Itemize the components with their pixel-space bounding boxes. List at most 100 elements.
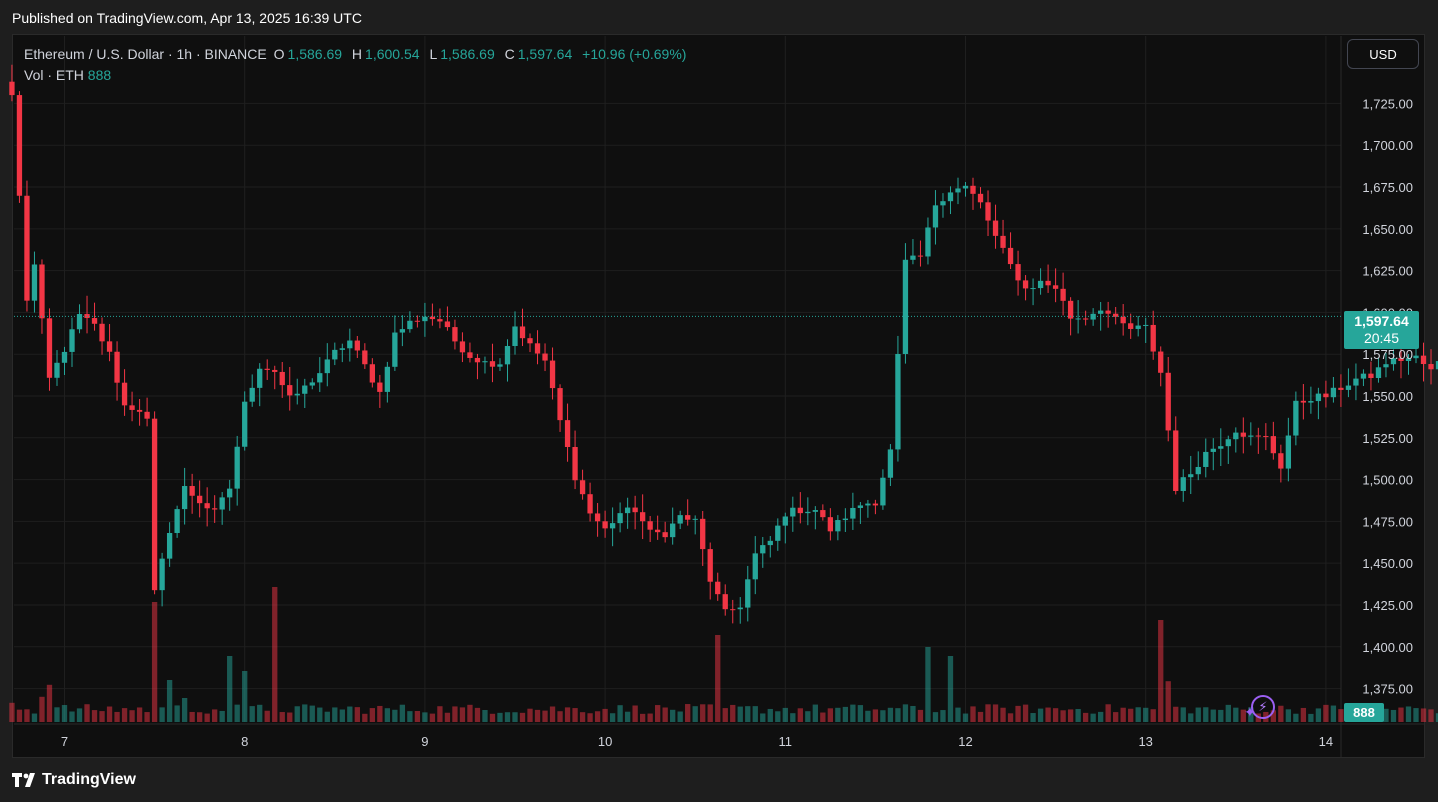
candle-body <box>572 446 578 481</box>
candle-body <box>685 515 691 520</box>
volume-bar <box>534 709 541 722</box>
lightning-icon[interactable]: ⚡ <box>1251 695 1275 719</box>
candle-body <box>932 205 939 228</box>
symbol-title[interactable]: Ethereum / U.S. Dollar · 1h · BINANCE <box>24 46 267 62</box>
volume-bar <box>887 707 894 722</box>
last-price-text: 1,597.64 <box>1354 313 1409 329</box>
candle-body <box>632 507 638 513</box>
volume-bar <box>692 706 698 722</box>
candle-body <box>422 316 428 322</box>
candle-body <box>722 594 728 610</box>
candle-body <box>902 259 909 354</box>
volume-bar <box>1413 708 1419 722</box>
candle-body <box>639 512 646 522</box>
change-value: +10.96 (+0.69%) <box>582 46 687 62</box>
candle-body <box>1383 364 1389 368</box>
candle-body <box>76 314 83 330</box>
volume-bar <box>272 587 278 722</box>
candle-body <box>812 510 818 512</box>
volume-bar <box>1188 713 1194 722</box>
high-value: 1,600.54 <box>365 46 420 62</box>
time-tick-label: 13 <box>1138 734 1152 749</box>
volume-bar <box>444 712 451 722</box>
candle-body <box>1405 358 1412 361</box>
volume-bar <box>617 705 623 722</box>
open-value: 1,586.69 <box>287 46 343 62</box>
candle-body <box>497 364 503 367</box>
price-tick-label: 1,725.00 <box>1362 96 1413 111</box>
candle-body <box>1413 355 1419 359</box>
candle-body <box>377 382 383 392</box>
candle-body <box>317 373 323 383</box>
countdown-text: 20:45 <box>1363 330 1400 346</box>
candle-body <box>1360 373 1367 379</box>
volume-bar <box>1022 704 1029 722</box>
volume-bar <box>369 708 375 722</box>
volume-bar <box>159 707 165 722</box>
candle-body <box>872 503 879 506</box>
volume-bar <box>1097 711 1104 722</box>
volume-bar <box>377 705 383 722</box>
volume-bar <box>572 708 578 722</box>
volume-bar <box>1150 709 1156 722</box>
candle-body <box>39 264 45 319</box>
candle-body <box>114 351 120 383</box>
candle-body <box>1000 235 1006 248</box>
volume-bar <box>760 713 766 722</box>
candle-body <box>842 518 849 521</box>
candle-body <box>1082 318 1089 320</box>
volume-bar <box>399 704 406 722</box>
footer-logo[interactable]: TradingView <box>12 771 136 789</box>
volume-bar <box>880 710 886 722</box>
volume-bar <box>144 712 150 722</box>
candle-body <box>1158 351 1164 373</box>
volume-bar <box>204 713 210 722</box>
volume-bar <box>782 707 788 722</box>
candle-body <box>1390 358 1397 365</box>
price-tick-label: 1,375.00 <box>1362 682 1413 697</box>
candle-body <box>489 361 496 367</box>
volume-bar <box>1030 713 1036 722</box>
volume-row: Vol · ETH 888 <box>24 67 689 83</box>
candle-body <box>624 507 631 514</box>
candle-body <box>917 255 924 257</box>
volume-bar <box>129 710 135 722</box>
price-tick-label: 1,400.00 <box>1362 640 1413 655</box>
volume-bar <box>332 707 338 722</box>
volume-bar <box>895 708 901 722</box>
volume-bar <box>114 711 120 722</box>
volume-bar <box>842 706 849 722</box>
volume-bar <box>827 708 834 722</box>
volume-bar <box>474 707 481 722</box>
volume-bar <box>106 706 113 722</box>
candle-body <box>700 518 706 550</box>
time-tick-label: 14 <box>1319 734 1333 749</box>
candle-body <box>151 418 158 591</box>
footer-brand: TradingView <box>42 771 136 788</box>
volume-bar <box>602 708 608 722</box>
volume-bar <box>977 711 984 722</box>
time-axis: 7 8 9 10 11 12 13 14 <box>61 734 1333 749</box>
currency-button[interactable]: USD <box>1347 39 1419 69</box>
candle-body <box>827 517 834 532</box>
price-tick-label: 1,625.00 <box>1362 264 1413 279</box>
volume-bar <box>257 704 263 722</box>
close-label: C <box>504 46 515 62</box>
time-tick-label: 12 <box>958 734 972 749</box>
volume-bar <box>84 704 90 722</box>
candle-body <box>1188 474 1194 478</box>
candle-body <box>1278 453 1284 469</box>
volume-bar <box>347 706 353 722</box>
candle-body <box>429 316 436 320</box>
candle-body <box>1075 318 1081 320</box>
low-value: 1,586.69 <box>440 46 495 62</box>
candle-body <box>257 368 263 388</box>
volume-bar <box>925 647 931 722</box>
candle-body <box>69 329 75 352</box>
candle-body <box>189 486 195 496</box>
candle-body <box>752 553 758 580</box>
candle-body <box>962 185 969 189</box>
volume-label[interactable]: Vol · ETH <box>24 67 84 83</box>
candle-body <box>549 360 556 389</box>
